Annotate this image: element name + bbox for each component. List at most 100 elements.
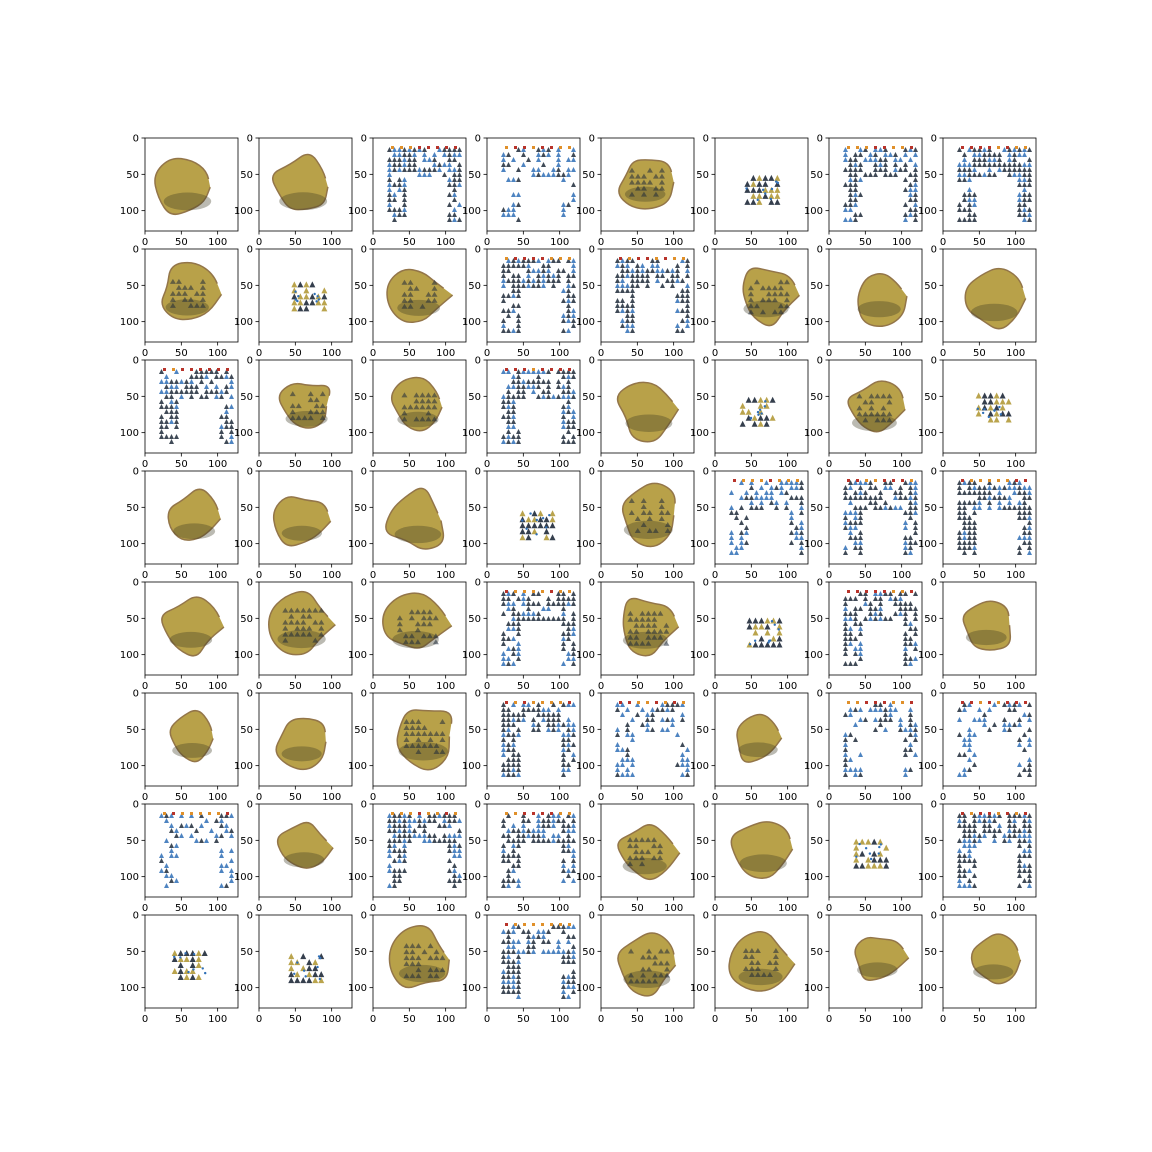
generated-image [746,617,783,648]
generated-image [962,600,1012,651]
axes-frame [714,803,809,898]
y-tick-label: 100 [804,539,823,550]
generated-image [843,146,918,222]
y-tick-label: 50 [810,614,823,625]
y-tick-label: 0 [247,689,253,700]
x-tick-label: 0 [712,459,718,470]
y-tick-label: 50 [810,281,823,292]
x-tick-label: 50 [517,1014,530,1025]
axes-frame [144,914,239,1009]
panel-21: 0 50 100 0 50 100 [576,356,695,470]
y-tick-label: 0 [703,689,709,700]
y-tick-label: 50 [810,947,823,958]
axes-frame [828,470,923,565]
x-tick-label: 0 [598,903,604,914]
panel-27: 0 50 100 0 50 100 [348,467,467,581]
x-tick-label: 0 [484,459,490,470]
x-tick-label: 100 [208,792,227,803]
y-tick-label: 100 [576,983,595,994]
generated-image [167,488,222,541]
panel-24: 0 50 100 0 50 100 [918,356,1037,470]
y-tick-label: 0 [247,245,253,256]
y-tick-label: 100 [120,428,139,439]
x-tick-label: 0 [712,348,718,359]
panel-50: 0 50 100 0 50 100 [234,800,353,914]
panel-15: 0 50 100 0 50 100 [804,245,923,359]
axes-frame [372,359,467,454]
y-tick-label: 100 [690,539,709,550]
y-tick-label: 100 [120,317,139,328]
x-tick-label: 100 [892,1014,911,1025]
x-tick-label: 100 [322,237,341,248]
axes-frame [258,914,353,1009]
x-tick-label: 50 [175,348,188,359]
panel-12: 0 50 100 0 50 100 [462,245,581,359]
generated-image [387,812,462,888]
y-tick-label: 50 [126,725,139,736]
x-tick-label: 50 [517,681,530,692]
y-tick-label: 0 [817,467,823,478]
y-tick-label: 0 [475,467,481,478]
x-tick-label: 50 [517,459,530,470]
x-tick-label: 50 [289,681,302,692]
y-tick-label: 0 [361,467,367,478]
panel-56: 0 50 100 0 50 100 [918,800,1037,914]
y-tick-label: 50 [240,947,253,958]
x-tick-label: 50 [403,348,416,359]
panel-49: 0 50 100 0 50 100 [120,800,239,914]
generated-image [501,812,576,888]
generated-image [964,267,1027,330]
x-tick-label: 50 [289,237,302,248]
panel-25: 0 50 100 0 50 100 [120,467,239,581]
x-tick-label: 50 [403,903,416,914]
axes-frame [144,803,239,898]
panel-44: 0 50 100 0 50 100 [462,689,581,803]
x-tick-label: 50 [175,570,188,581]
x-tick-label: 100 [436,1014,455,1025]
x-tick-label: 50 [631,237,644,248]
x-tick-label: 100 [1006,903,1025,914]
panel-31: 0 50 100 0 50 100 [804,467,923,581]
x-tick-label: 100 [664,459,683,470]
x-tick-label: 50 [859,903,872,914]
x-tick-label: 0 [256,237,262,248]
y-tick-label: 50 [924,170,937,181]
x-tick-label: 50 [289,570,302,581]
y-tick-label: 100 [120,983,139,994]
y-tick-label: 100 [804,650,823,661]
y-tick-label: 0 [817,134,823,145]
panel-61: 0 50 100 0 50 100 [576,911,695,1025]
x-tick-label: 100 [664,903,683,914]
y-tick-label: 50 [696,725,709,736]
panel-57: 0 50 100 0 50 100 [120,911,239,1025]
y-tick-label: 50 [924,392,937,403]
x-tick-label: 100 [436,570,455,581]
x-tick-label: 0 [598,570,604,581]
panel-29: 0 50 100 0 50 100 [576,467,695,581]
x-tick-label: 100 [664,237,683,248]
x-tick-label: 0 [940,237,946,248]
x-tick-label: 100 [1006,237,1025,248]
axes-frame [258,137,353,232]
x-tick-label: 0 [826,903,832,914]
generated-image [854,936,910,981]
x-tick-label: 100 [436,903,455,914]
y-tick-label: 0 [133,467,139,478]
y-tick-label: 50 [126,947,139,958]
generated-image [843,479,918,555]
x-tick-label: 50 [631,1014,644,1025]
x-tick-label: 0 [256,570,262,581]
x-tick-label: 50 [745,459,758,470]
y-tick-label: 100 [576,650,595,661]
x-tick-label: 0 [940,348,946,359]
axes-frame [144,581,239,676]
y-tick-label: 0 [247,800,253,811]
y-tick-label: 100 [918,428,937,439]
y-tick-label: 50 [240,281,253,292]
x-tick-label: 50 [631,681,644,692]
x-tick-label: 50 [859,348,872,359]
x-tick-label: 100 [664,348,683,359]
y-tick-label: 0 [931,578,937,589]
y-tick-label: 100 [918,761,937,772]
y-tick-label: 100 [120,539,139,550]
